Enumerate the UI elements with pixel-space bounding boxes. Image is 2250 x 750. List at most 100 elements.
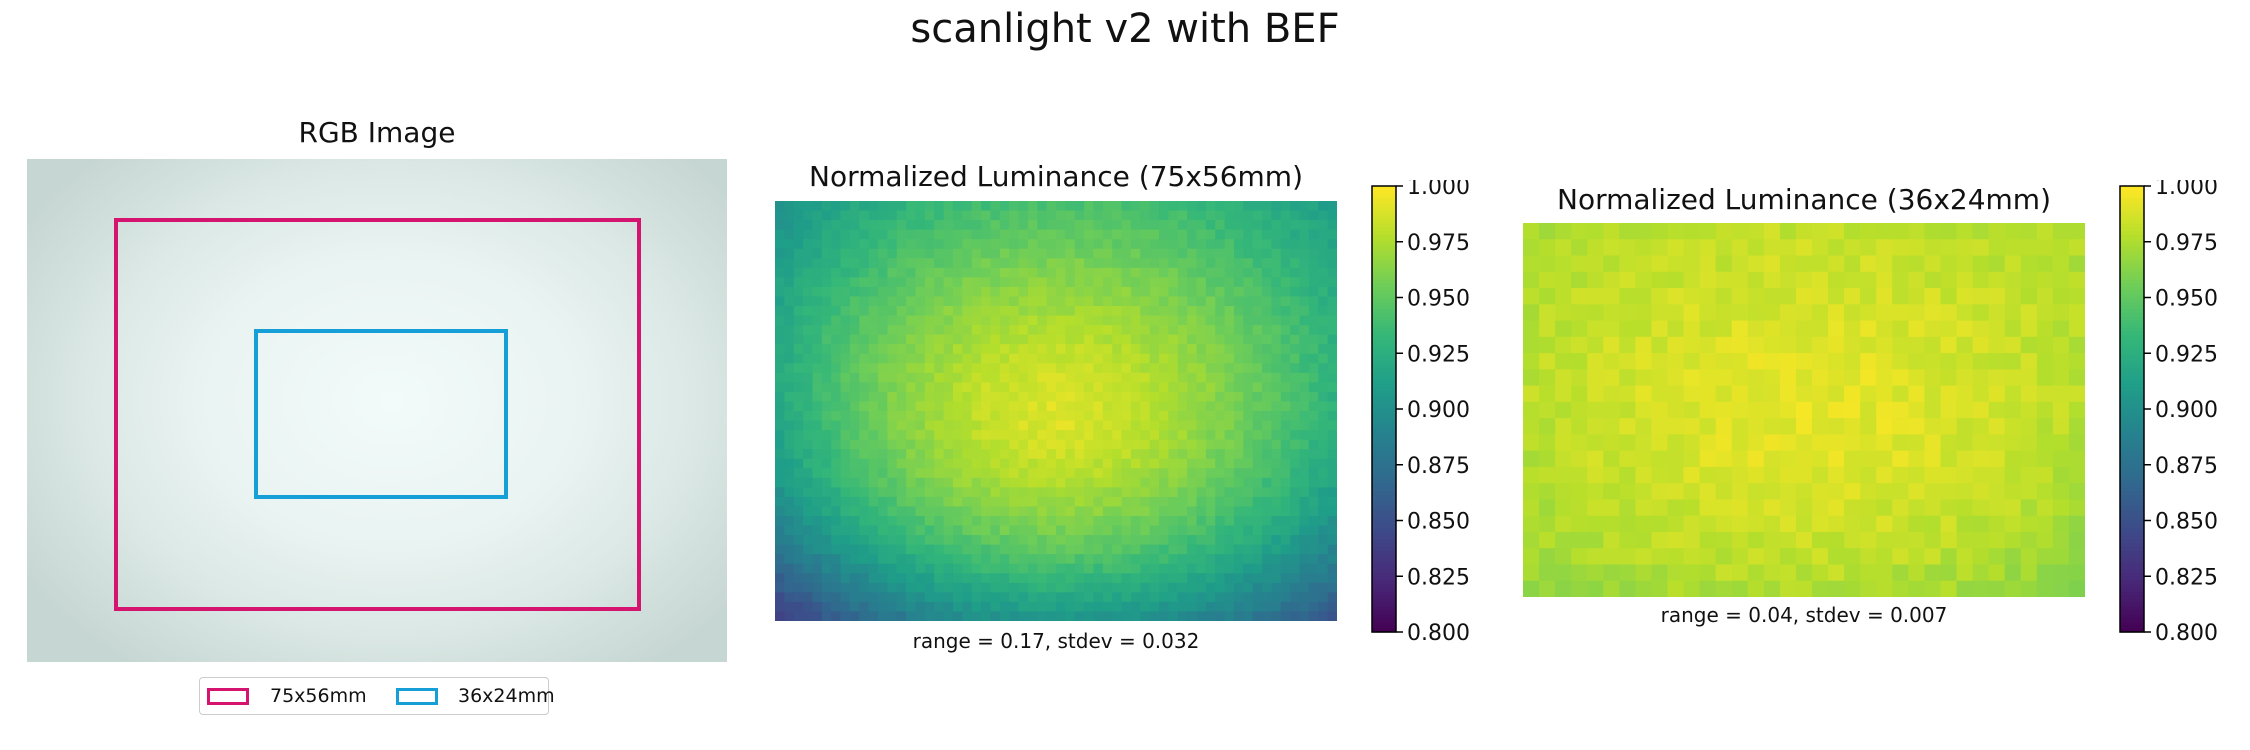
heatmap-cell (2036, 466, 2054, 484)
heatmap-cell (1731, 369, 1749, 387)
colorbar-segment (1372, 475, 1396, 481)
heatmap-cell (1892, 304, 1909, 322)
colorbar-segment (1372, 409, 1396, 414)
heatmap-cell (952, 601, 963, 613)
heatmap-cell (1290, 458, 1301, 469)
heatmap-cell (1327, 468, 1337, 479)
heatmap-cell (831, 344, 842, 355)
colorbar-segment (1372, 624, 1396, 629)
heatmap-cell (1715, 369, 1733, 387)
heatmap-cell (793, 573, 804, 584)
heatmap-cell (1940, 336, 1958, 354)
heatmap-cell (1102, 229, 1113, 240)
heatmap-cell (1318, 229, 1329, 240)
heatmap-cell (1187, 477, 1198, 488)
colorbar-segment (1372, 356, 1396, 362)
colorbar-segment (2120, 542, 2144, 548)
heatmap-cell (1121, 535, 1132, 546)
heatmap-cell (1140, 277, 1151, 288)
heatmap-cell (1027, 391, 1038, 403)
heatmap-cell (2036, 580, 2054, 597)
heatmap-cell (1159, 458, 1169, 469)
heatmap-cell (775, 420, 785, 431)
heatmap-cell (1018, 391, 1029, 403)
heatmap-cell (1168, 506, 1179, 517)
colorbar-segment (2120, 293, 2144, 299)
heatmap-cell (1908, 239, 1926, 257)
heatmap-cell (1018, 353, 1029, 364)
heatmap-cell (1205, 286, 1216, 298)
heatmap-cell (1571, 320, 1588, 338)
heatmap-cell (1956, 304, 1974, 322)
heatmap-cell (1056, 382, 1066, 393)
colorbar-segment (2120, 416, 2144, 421)
colorbar-segment (2120, 613, 2144, 618)
heatmap-cell (812, 344, 823, 355)
heatmap-cell (1112, 277, 1123, 288)
heatmap-cell (1149, 496, 1160, 508)
heatmap-cell (775, 201, 785, 212)
heatmap-cell (981, 592, 992, 603)
colorbar-segment (1372, 423, 1396, 429)
heatmap-cell (1159, 306, 1169, 317)
heatmap-cell (887, 449, 898, 460)
heatmap-cell (1168, 516, 1179, 527)
heatmap-cell (1956, 515, 1974, 533)
heatmap-cell (1571, 304, 1588, 322)
heatmap-cell (1112, 286, 1123, 298)
heatmap-cell (1539, 548, 1556, 566)
heatmap-cell (962, 487, 973, 498)
heatmap-cell (1149, 477, 1160, 488)
heatmap-cell (1747, 304, 1765, 322)
colorbar-segment (1372, 278, 1396, 284)
heatmap-cell (775, 267, 785, 278)
heatmap-cell (1149, 582, 1160, 593)
heatmap-cell (1280, 468, 1291, 479)
colorbar-segment (2120, 617, 2144, 622)
heatmap-cell (1290, 286, 1301, 298)
heatmap-cell (2004, 223, 2022, 240)
heatmap-cell (1940, 515, 1958, 533)
heatmap-cell (1018, 306, 1029, 317)
heatmap-cell (793, 248, 804, 259)
heatmap-cell (1280, 563, 1291, 574)
heatmap-cell (2068, 223, 2085, 240)
heatmap-cell (859, 353, 870, 364)
heatmap-cell (943, 248, 954, 259)
heatmap-cell (1619, 531, 1636, 549)
heatmap-cell (849, 277, 860, 288)
heatmap-cell (1121, 573, 1132, 584)
heatmap-cell (1763, 385, 1781, 403)
heatmap-cell (971, 325, 982, 336)
heatmap-cell (1102, 611, 1113, 621)
heatmap-cell (1290, 277, 1301, 288)
heatmap-cell (821, 563, 832, 574)
heatmap-cell (775, 363, 785, 374)
heatmap-cell (1018, 516, 1029, 527)
heatmap-cell (1924, 499, 1942, 517)
heatmap-cell (1112, 535, 1123, 546)
heatmap-cell (999, 554, 1010, 565)
heatmap-cell (962, 258, 973, 269)
heatmap-cell (1252, 315, 1263, 326)
heatmap-cell (821, 496, 832, 508)
heatmap-cell (1018, 210, 1029, 221)
heatmap-cell (1027, 420, 1038, 431)
heatmap-cell (1121, 296, 1132, 307)
heatmap-cell (896, 535, 907, 546)
heatmap-cell (1159, 573, 1169, 584)
heatmap-cell (1876, 239, 1893, 257)
heatmap-cell (1074, 601, 1085, 613)
heatmap-cell (1523, 223, 1540, 240)
heatmap-cell (1121, 372, 1132, 383)
heatmap-cell (1812, 434, 1829, 452)
heatmap-cell (831, 573, 842, 584)
heatmap-cell (1046, 286, 1057, 298)
heatmap-cell (1233, 210, 1244, 221)
heatmap-cell (1018, 229, 1029, 240)
heatmap-cell (1308, 363, 1319, 374)
heatmap-cell (1252, 286, 1263, 298)
heatmap-cell (1290, 496, 1301, 508)
heatmap-cell (1177, 258, 1188, 269)
heatmap-cell (2020, 255, 2038, 273)
